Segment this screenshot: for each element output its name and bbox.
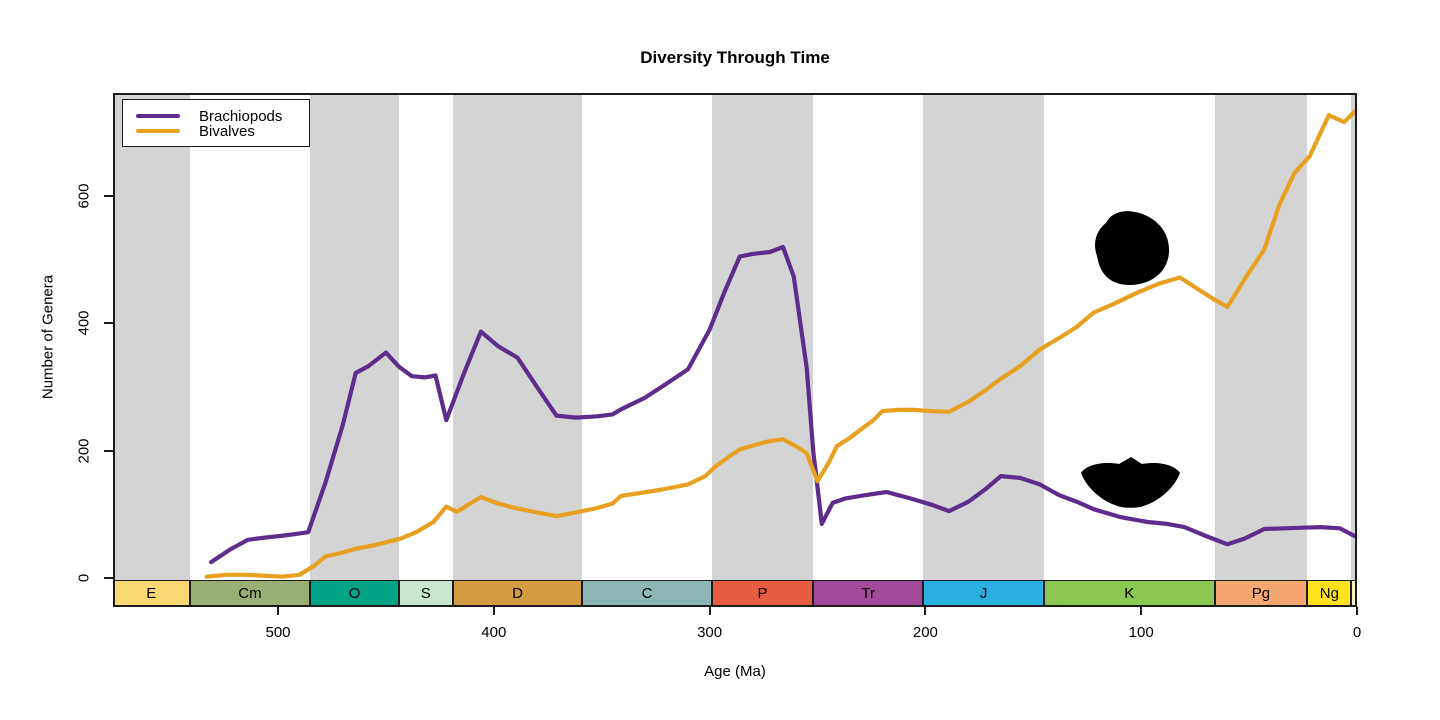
- period-box-C: C: [582, 580, 712, 607]
- x-tick: [277, 607, 279, 615]
- x-tick-label: 0: [1352, 624, 1362, 641]
- y-tick: [104, 449, 113, 452]
- period-box-Cm: Cm: [189, 580, 311, 607]
- period-box-D: D: [452, 580, 583, 607]
- y-tick: [104, 577, 113, 579]
- stripe-band: [1351, 93, 1357, 580]
- legend-label: Brachiopods: [199, 107, 283, 125]
- brachiopods-line-swatch: [136, 114, 180, 118]
- stripe-band: [923, 93, 1045, 580]
- period-box-E: E: [113, 580, 190, 607]
- period-box-Pg: Pg: [1214, 580, 1308, 607]
- x-tick: [924, 607, 927, 615]
- y-tick-label: 600: [75, 183, 93, 209]
- period-box-P: P: [711, 580, 814, 607]
- bivalves-line-swatch: [136, 129, 180, 133]
- x-tick-label: 400: [481, 624, 507, 641]
- chart-title: Diversity Through Time: [640, 48, 830, 67]
- x-tick-label: 100: [1128, 624, 1154, 641]
- y-tick-label: 200: [75, 438, 93, 464]
- legend: Brachiopods Bivalves: [122, 99, 310, 147]
- period-box-q: [1351, 580, 1357, 607]
- x-tick-label: 200: [912, 624, 938, 641]
- y-axis-label: Number of Genera: [39, 274, 57, 400]
- x-tick-label: 500: [265, 624, 291, 641]
- brachiopod-shell-silhouette: [1081, 457, 1180, 508]
- y-tick: [104, 194, 113, 197]
- data-series-layer: [204, 107, 1357, 579]
- legend-label: Bivalves: [199, 122, 255, 140]
- bivalves-series-line: [204, 107, 1357, 579]
- stripe-band: [310, 93, 399, 580]
- x-tick: [1356, 607, 1358, 615]
- plot-area: E Cm O S D C P Tr J K Pg Ng Brachiopods Bivalves: [113, 93, 1357, 607]
- period-box-Tr: Tr: [813, 580, 924, 607]
- period-box-J: J: [923, 580, 1045, 607]
- period-box-S: S: [398, 580, 453, 607]
- bivalve-shell-silhouette: [1095, 211, 1170, 285]
- x-tick: [708, 607, 711, 615]
- y-tick-label: 0: [75, 573, 93, 583]
- x-axis-label: Age (Ma): [704, 663, 766, 680]
- x-tick: [492, 607, 495, 615]
- stripe-band: [711, 93, 814, 580]
- period-box-O: O: [310, 580, 399, 607]
- period-box-K: K: [1044, 580, 1215, 607]
- period-box-Ng: Ng: [1307, 580, 1352, 607]
- y-tick-label: 400: [75, 310, 93, 336]
- y-tick: [104, 322, 113, 325]
- x-tick: [1140, 607, 1143, 615]
- stripe-band: [113, 93, 190, 580]
- brachiopods-series-line: [208, 244, 1357, 565]
- x-tick-label: 300: [697, 624, 723, 641]
